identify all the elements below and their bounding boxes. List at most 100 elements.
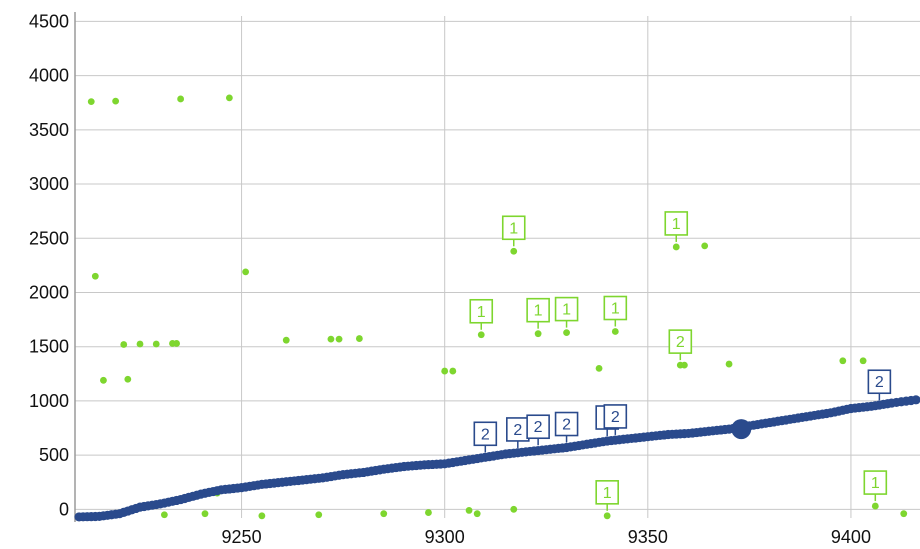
annotation-box [473, 421, 498, 447]
data-point-green [510, 505, 518, 513]
annotation-flag: 2 [473, 421, 498, 453]
annotation-label: 2 [513, 422, 522, 439]
annotation-flag: 2 [506, 417, 530, 448]
annotation-box [603, 295, 628, 321]
data-point-green [595, 364, 603, 372]
data-point-green [355, 335, 363, 342]
y-tick-label: 4500 [29, 11, 69, 31]
x-tick-label: 9250 [222, 527, 262, 547]
data-point-green [425, 509, 432, 516]
data-point-green [611, 328, 619, 335]
annotation-flag: 2 [603, 404, 628, 435]
data-point-green [839, 357, 847, 365]
annotation-flag: 1 [554, 296, 579, 328]
annotation-box [526, 414, 550, 440]
annotation-label: 2 [875, 374, 884, 391]
y-tick-label: 2500 [29, 228, 69, 248]
annotation-label: 1 [611, 301, 620, 318]
data-point-green [87, 98, 95, 106]
data-point-green [380, 510, 388, 518]
data-point-green [563, 329, 570, 336]
annotation-flag: 1 [501, 215, 526, 247]
data-point-green [100, 376, 107, 384]
data-point-green [510, 247, 518, 255]
data-point-green [136, 340, 144, 348]
data-point-green [242, 268, 250, 276]
data-point-green [120, 341, 128, 348]
x-tick-label: 9400 [831, 527, 871, 547]
x-tick-label: 9350 [628, 527, 668, 547]
y-axis-ticks: 0 500 1000 1500 2000 2500 3000 3500 4000 4500 [29, 11, 69, 519]
annotation-label: 1 [534, 303, 543, 320]
data-point-green [900, 510, 908, 518]
annotation-flag: 1 [595, 480, 619, 511]
annotation-label: 1 [477, 304, 486, 321]
data-point-green [534, 330, 542, 338]
annotation-flag: 1 [664, 211, 689, 242]
y-tick-label: 4000 [29, 66, 69, 86]
annotation-label: 1 [672, 216, 681, 233]
annotation-label: 1 [603, 485, 612, 502]
data-point-green [473, 510, 481, 518]
data-point-green [335, 335, 343, 343]
annotation-box [867, 369, 892, 395]
data-point-green [327, 335, 335, 343]
annotation-box [595, 480, 619, 505]
series-blue [74, 395, 920, 522]
annotation-flag: 1 [603, 295, 628, 327]
annotation-label: 1 [562, 302, 571, 319]
annotation-flag: 2 [668, 329, 693, 361]
x-axis-ticks: 9250 9300 9350 9400 [222, 527, 871, 547]
data-point-green [91, 272, 99, 280]
data-point-green [201, 510, 209, 518]
y-tick-label: 3500 [29, 120, 69, 140]
grid [75, 16, 920, 518]
annotation-box [554, 296, 579, 322]
data-point-green [477, 331, 485, 339]
annotation-box [863, 470, 888, 495]
x-tick-label: 9300 [425, 527, 465, 547]
annotation-box [554, 411, 579, 437]
data-point-green [282, 336, 290, 344]
annotation-label: 1 [509, 220, 518, 237]
data-point-green [152, 340, 160, 348]
annotation-label: 2 [611, 409, 620, 426]
annotation-flag: 1 [469, 298, 494, 330]
data-point-green [871, 502, 879, 510]
annotation-label: 2 [562, 417, 571, 434]
data-point-green [315, 511, 323, 519]
data-point-green [441, 367, 449, 375]
annotation-flag: 2 [526, 414, 550, 446]
annotation-flag: 2 [867, 369, 892, 401]
data-point-green [449, 367, 457, 375]
y-tick-label: 1500 [29, 337, 69, 357]
annotation-box [501, 215, 526, 241]
highlighted-point [731, 419, 752, 440]
annotation-flag: 2 [554, 411, 579, 443]
data-point-green [465, 507, 473, 514]
data-point-green [603, 512, 611, 520]
data-point-green [225, 94, 233, 102]
annotation-label: 2 [481, 426, 490, 443]
data-point-green [160, 511, 168, 519]
data-point-green [680, 361, 688, 369]
annotation-flag: 1 [526, 297, 550, 329]
data-point-blue [911, 395, 920, 405]
y-tick-label: 1000 [29, 391, 69, 411]
data-point-green [859, 357, 867, 365]
data-point-green [173, 340, 180, 347]
y-tick-label: 500 [39, 445, 69, 465]
y-tick-label: 3000 [29, 174, 69, 194]
data-point-green [124, 375, 132, 383]
annotation-label: 2 [676, 334, 685, 351]
data-point-green [725, 360, 733, 368]
annotation-label: 1 [871, 475, 880, 492]
y-tick-label: 0 [59, 499, 69, 519]
data-point-green [672, 243, 680, 251]
annotation-box [603, 404, 628, 429]
annotation-label: 2 [534, 419, 543, 436]
annotation-box [469, 298, 494, 324]
data-point-green [701, 242, 709, 250]
data-point-green [177, 95, 185, 103]
